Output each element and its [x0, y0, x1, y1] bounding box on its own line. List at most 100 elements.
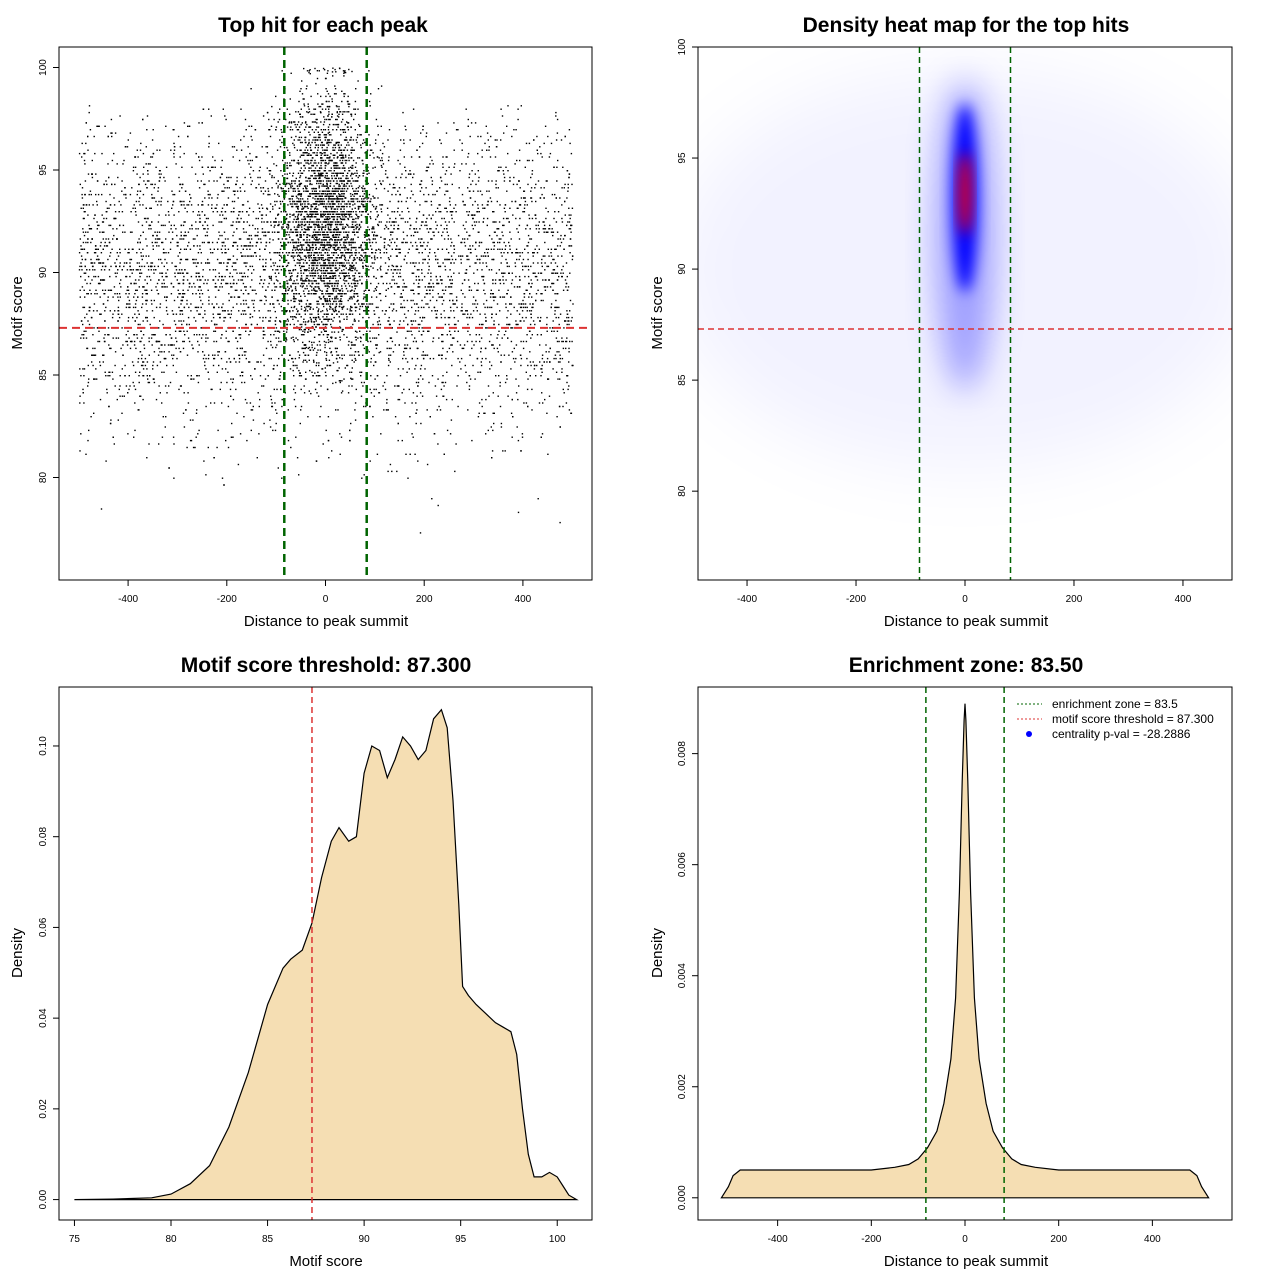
scatter-point: [166, 364, 168, 367]
scatter-point: [572, 303, 574, 305]
scatter-point: [119, 375, 121, 377]
scatter-point: [506, 262, 508, 264]
scatter-point: [539, 361, 541, 363]
scatter-point: [442, 262, 444, 264]
scatter-point: [168, 351, 170, 353]
scatter-point: [364, 310, 366, 312]
scatter-point: [117, 310, 120, 312]
scatter-point: [295, 289, 297, 291]
scatter-point: [436, 279, 438, 281]
scatter-point: [559, 378, 561, 380]
scatter-point: [257, 361, 259, 363]
scatter-point: [516, 183, 518, 186]
scatter-point: [461, 282, 464, 285]
scatter-point: [414, 200, 416, 203]
scatter-point: [363, 310, 365, 312]
scatter-point: [401, 306, 404, 309]
scatter-point: [97, 282, 100, 285]
scatter-point: [527, 405, 529, 408]
scatter-point: [470, 122, 473, 124]
scatter-point: [505, 279, 507, 281]
scatter-point: [531, 159, 534, 162]
scatter-point: [387, 176, 389, 179]
scatter-point: [254, 368, 256, 370]
scatter-point: [300, 405, 303, 408]
scatter-point: [475, 340, 477, 343]
scatter-point: [277, 467, 279, 469]
scatter-point: [124, 187, 126, 189]
scatter-point: [245, 299, 247, 302]
scatter-point: [236, 320, 238, 322]
scatter-point: [401, 211, 403, 213]
scatter-point: [242, 313, 245, 315]
scatter-point: [213, 357, 215, 360]
scatter-point: [136, 252, 138, 254]
scatter-point: [212, 252, 214, 254]
scatter-point: [541, 433, 544, 435]
scatter-point: [379, 351, 382, 353]
scatter-point: [152, 364, 154, 367]
scatter-point: [317, 310, 319, 312]
scatter-point: [383, 241, 386, 244]
scatter-point: [150, 269, 152, 271]
scatter-point: [543, 142, 545, 145]
scatter-point: [425, 303, 427, 305]
scatter-point: [371, 204, 374, 206]
scatter-point: [485, 316, 487, 319]
scatter-point: [345, 190, 348, 192]
scatter-point: [290, 187, 292, 189]
scatter-point: [186, 303, 188, 305]
scatter-point: [173, 320, 176, 322]
scatter-point: [397, 398, 399, 401]
scatter-point: [433, 286, 435, 288]
scatter-point: [527, 378, 529, 380]
scatter-point: [557, 159, 559, 162]
scatter-point: [298, 163, 300, 165]
scatter-point: [414, 320, 417, 322]
scatter-point: [388, 306, 391, 309]
scatter-point: [434, 193, 436, 196]
scatter-point: [393, 303, 395, 305]
scatter-point: [236, 303, 238, 305]
scatter-point: [494, 282, 497, 285]
scatter-point: [143, 347, 146, 350]
scatter-point: [356, 293, 359, 295]
scatter-point: [454, 470, 456, 473]
scatter-point: [388, 221, 391, 223]
scatter-point: [390, 347, 392, 350]
scatter-point: [422, 221, 424, 223]
scatter-point: [79, 296, 81, 298]
scatter-point: [257, 217, 259, 220]
scatter-point: [215, 207, 217, 209]
scatter-point: [449, 197, 451, 199]
scatter-point: [450, 310, 452, 312]
scatter-point: [226, 204, 228, 206]
scatter-point: [196, 262, 199, 264]
scatter-point: [264, 190, 267, 192]
scatter-point: [223, 316, 225, 319]
scatter-point: [443, 293, 445, 295]
scatter-point: [548, 395, 551, 397]
scatter-point: [568, 129, 571, 131]
scatter-point: [224, 351, 227, 353]
scatter-point: [551, 330, 553, 332]
scatter-point: [371, 149, 373, 151]
scatter-point: [275, 337, 277, 339]
scatter-point: [394, 344, 396, 346]
scatter-point: [120, 204, 122, 206]
scatter-point: [254, 228, 256, 230]
scatter-point: [219, 262, 222, 264]
scatter-point: [540, 299, 542, 302]
scatter-point: [309, 183, 311, 186]
scatter-point: [299, 193, 301, 196]
scatter-point: [86, 282, 88, 285]
scatter-point: [484, 306, 486, 309]
scatter-point: [273, 163, 275, 165]
scatter-point: [412, 272, 415, 274]
scatter-point: [189, 228, 191, 230]
scatter-point: [224, 275, 226, 278]
scatter-point: [485, 320, 487, 322]
scatter-point: [544, 125, 547, 127]
scatter-point: [421, 142, 424, 145]
scatter-point: [203, 460, 205, 462]
